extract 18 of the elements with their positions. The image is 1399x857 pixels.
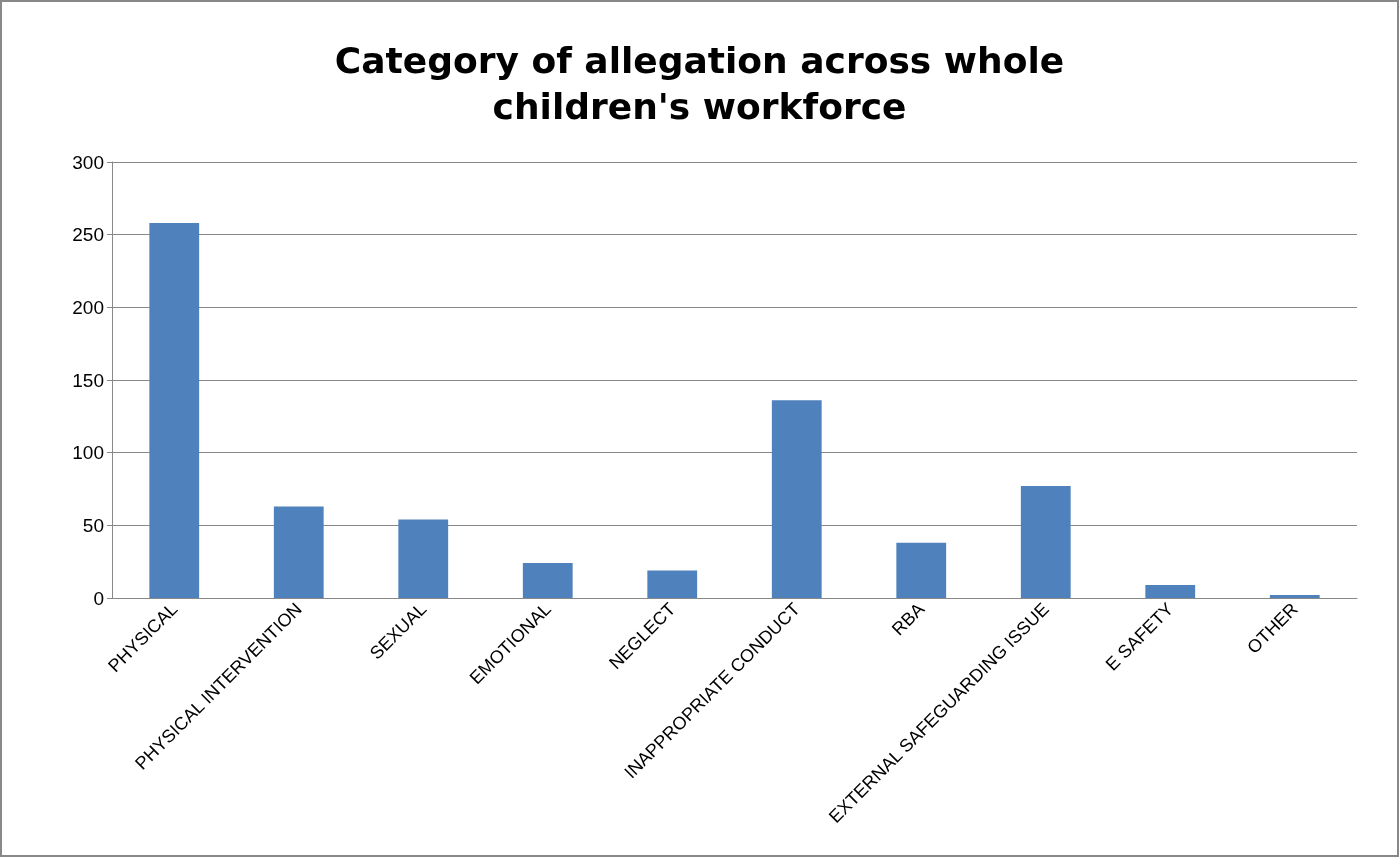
y-tick-label: 100 xyxy=(72,442,104,464)
y-tick-label: 0 xyxy=(93,587,104,609)
y-tick-label: 150 xyxy=(72,369,104,391)
y-tick-label: 200 xyxy=(72,296,104,318)
bar xyxy=(771,400,822,598)
y-tick-label: 250 xyxy=(72,224,104,246)
bar xyxy=(1269,595,1320,598)
bar xyxy=(273,506,324,598)
bar xyxy=(1145,584,1196,598)
bar xyxy=(522,563,573,598)
bar xyxy=(398,519,449,598)
bar xyxy=(1020,486,1071,598)
y-tick-label: 300 xyxy=(72,151,104,173)
bar xyxy=(149,223,200,598)
y-tick-label: 50 xyxy=(82,514,104,536)
bar xyxy=(896,542,947,598)
chart-title: Category of allegation across whole children's workforce xyxy=(334,39,1065,127)
bar xyxy=(647,570,698,598)
